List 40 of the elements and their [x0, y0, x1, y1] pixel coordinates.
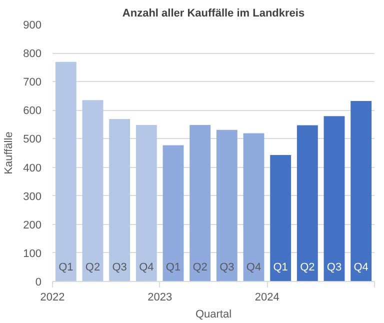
text: 2023: [148, 292, 172, 304]
chart-title: Anzahl aller Kauffälle im Landkreis: [122, 8, 305, 20]
y-tick-label: 400: [23, 162, 42, 174]
x-tick-label: Q3: [326, 261, 342, 274]
y-tick-label: 500: [23, 134, 42, 146]
bar: [55, 62, 76, 282]
bar: [296, 125, 318, 282]
y-tick-label: 700: [23, 76, 42, 89]
text: 2024: [254, 292, 280, 304]
y-axis-title: Kauffälle: [3, 132, 16, 174]
x-tick-label: Q2: [300, 261, 315, 274]
bar: [82, 100, 104, 282]
bar: [350, 101, 372, 282]
y-tick-label: 0: [35, 276, 42, 288]
y-tick-label: 300: [23, 190, 42, 203]
bar: [243, 133, 264, 282]
x-axis-title: Quartal: [195, 308, 232, 320]
y-tick-label: 200: [23, 219, 42, 232]
y-tick-label: 600: [23, 105, 42, 118]
y-tick-label: 900: [23, 20, 42, 32]
bar: [136, 125, 157, 282]
bar: [109, 119, 130, 282]
bar: [270, 155, 292, 282]
y-tick-label: 100: [23, 248, 42, 260]
bar: [190, 125, 211, 282]
bar: [162, 145, 184, 282]
bar: [324, 116, 345, 282]
x-tick-label: Q3: [112, 261, 127, 274]
x-tick-label: Q1: [166, 261, 181, 274]
bar: [216, 130, 238, 282]
x-tick-label: Q3: [220, 261, 234, 274]
x-tick-label: Q2: [192, 261, 208, 274]
x-tick-label: Q1: [273, 261, 288, 274]
text: 2022: [40, 292, 65, 304]
x-tick-label: Q4: [139, 261, 154, 274]
x-tick-label: Q1: [58, 261, 74, 274]
x-tick-label: Q4: [246, 261, 262, 274]
x-tick-label: Q2: [85, 261, 100, 274]
y-tick-label: 800: [23, 48, 42, 60]
x-tick-label: Q4: [354, 261, 368, 274]
